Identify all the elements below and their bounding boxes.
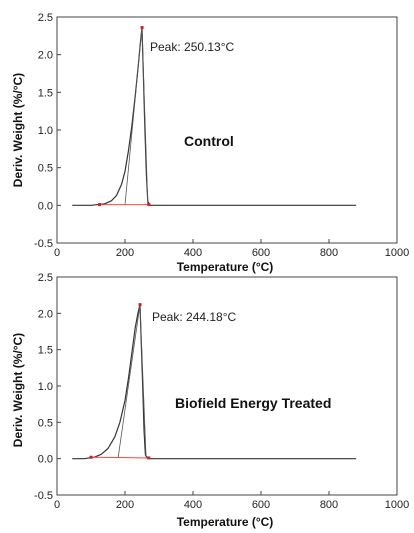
x-tick-label: 600 [252,247,270,259]
data-marker [98,203,101,207]
peak-annotation: Peak: 244.18°C [152,310,237,324]
x-tick-label: 400 [184,247,202,259]
x-tick-label: 200 [116,247,134,259]
data-marker [147,203,151,207]
y-tick-label: -0.5 [34,490,53,502]
y-tick-label: -0.5 [34,238,53,250]
y-axis-label: Deriv. Weight (%/°C) [11,333,25,447]
peak-annotation: Peak: 250.13°C [150,40,235,54]
y-tick-label: 1.0 [38,125,53,137]
y-tick-label: 1.5 [38,345,53,357]
data-marker [140,26,144,30]
integration-baseline [90,456,149,459]
y-tick-label: 0.5 [38,417,53,429]
dtg-curve [72,304,357,460]
y-tick-label: 2.0 [38,308,53,320]
y-tick-label: 0.5 [38,163,53,175]
data-marker [147,456,151,460]
x-tick-label: 800 [320,247,338,259]
x-tick-label: 200 [116,499,134,511]
x-tick-label: 600 [252,499,270,511]
sample-label: Control [184,133,234,149]
x-tick-label: 1000 [385,499,409,511]
peak-construction-line [117,304,147,458]
x-tick-label: 800 [320,499,338,511]
y-tick-label: 1.5 [38,87,53,99]
y-tick-label: 2.0 [38,50,53,62]
x-tick-label: 0 [54,499,60,511]
treated-chart: Deriv. Weight (%/°C) Temperature (°C) Pe… [11,272,409,529]
sample-label: Biofield Energy Treated [175,395,331,411]
data-marker [89,455,93,459]
y-tick-label: 1.0 [38,381,53,393]
y-tick-label: 0.0 [38,454,53,466]
x-axis-label: Temperature (°C) [177,260,274,274]
x-axis-label: Temperature (°C) [177,515,274,529]
y-tick-label: 0.0 [38,200,53,212]
data-marker [138,303,142,307]
x-tick-label: 0 [54,247,60,259]
y-tick-label: 2.5 [38,12,53,24]
x-tick-label: 1000 [385,247,409,259]
control-chart: Deriv. Weight (%/°C) Temperature (°C) Pe… [11,12,409,274]
x-tick-label: 400 [184,499,202,511]
dtg-curve [72,26,357,206]
y-tick-label: 2.5 [38,272,53,284]
y-axis-label: Deriv. Weight (%/°C) [11,73,25,187]
